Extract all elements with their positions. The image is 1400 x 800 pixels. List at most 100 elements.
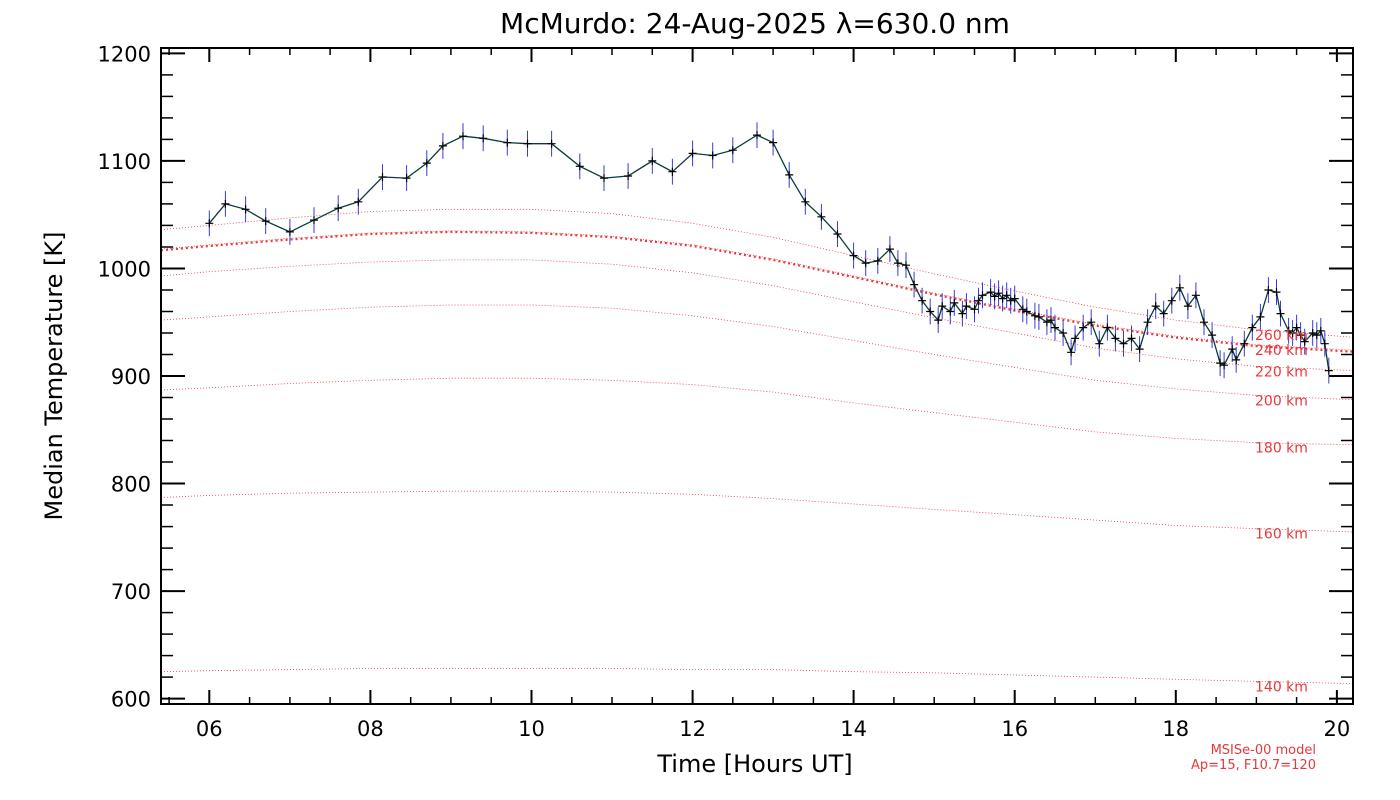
model-curve-200km	[160, 304, 1354, 401]
data-point	[688, 149, 697, 158]
data-point	[910, 280, 919, 289]
data-point	[817, 212, 826, 221]
data-point	[849, 251, 858, 260]
y-tick-label: 1200	[98, 42, 151, 66]
data-point	[994, 289, 1003, 298]
model-curve-140km	[160, 668, 1354, 684]
x-tick-label: 12	[679, 717, 706, 741]
altitude-label-160km: 160 km	[1255, 527, 1308, 543]
model-curve-220km	[160, 259, 1354, 371]
data-point	[1191, 291, 1200, 300]
data-point	[1264, 286, 1273, 294]
data-point	[241, 205, 250, 214]
data-point	[648, 156, 657, 165]
data-point	[801, 197, 810, 206]
altitude-labels: 140 km 160 km 180 km 200 km 220 km 240 km260 …	[1255, 328, 1308, 696]
x-tick-label: 10	[518, 717, 545, 741]
data-point	[668, 167, 677, 176]
data-point	[1030, 311, 1039, 320]
data-point	[1059, 329, 1068, 337]
data-point	[1067, 348, 1076, 357]
y-tick-label: 800	[111, 473, 151, 497]
x-tick-label: 14	[840, 717, 867, 741]
data-point	[422, 159, 431, 168]
data-point	[1042, 318, 1051, 327]
data-point	[575, 162, 584, 171]
data-point	[479, 134, 488, 143]
data-point	[785, 170, 794, 179]
data-point	[523, 139, 532, 148]
data-point	[1248, 323, 1257, 332]
data-point	[1208, 331, 1217, 340]
y-tick-label: 700	[111, 580, 151, 604]
model-curves	[160, 208, 1354, 684]
data-point	[861, 259, 870, 268]
x-axis-label: Time [Hours UT]	[656, 750, 852, 778]
data-point	[1095, 339, 1104, 348]
data-point	[1292, 323, 1301, 332]
chart-title: McMurdo: 24-Aug-2025 λ=630.0 nm	[500, 7, 1010, 40]
data-point	[934, 316, 943, 325]
data-point	[1135, 345, 1144, 354]
data-point	[938, 302, 947, 311]
y-tick-labels: 600 700 800 900 1000 1100 1200	[98, 42, 151, 711]
data-point	[1228, 345, 1237, 354]
x-tick-label: 18	[1162, 717, 1189, 741]
data-point	[1276, 309, 1285, 318]
data-point	[1022, 307, 1031, 316]
y-tick-label: 900	[111, 365, 151, 389]
y-tick-label: 1100	[98, 150, 151, 174]
measured-series	[205, 122, 1333, 384]
data-point	[728, 146, 737, 155]
model-curve-emphasized	[160, 230, 1354, 353]
data-point	[1127, 334, 1136, 343]
data-point	[1087, 318, 1096, 327]
data-point	[1010, 294, 1019, 303]
altitude-label-220km: 220 km	[1255, 364, 1308, 380]
data-point	[946, 307, 955, 316]
data-point	[1300, 337, 1309, 346]
data-point	[998, 294, 1007, 303]
data-point	[833, 230, 842, 238]
data-point	[986, 288, 995, 297]
data-point	[918, 296, 927, 305]
data-point	[205, 219, 214, 228]
data-point	[334, 204, 343, 213]
data-point	[1296, 331, 1305, 340]
data-point	[962, 302, 971, 311]
data-point	[1167, 296, 1176, 305]
data-point	[378, 173, 387, 181]
x-tick-label: 16	[1001, 717, 1028, 741]
model-parameters-label: Ap=15, F10.7=120	[1191, 758, 1316, 773]
data-point	[769, 138, 778, 147]
altitude-label-240km: 240 km	[1255, 343, 1308, 359]
data-point	[1047, 316, 1055, 325]
model-curve-160km	[160, 490, 1354, 533]
y-tick-label: 1000	[98, 258, 151, 282]
data-point	[1256, 312, 1265, 321]
model-curve-240km	[160, 230, 1354, 351]
data-point	[958, 309, 967, 318]
x-tick-labels: 06 08 10 12 14 16 18 20	[196, 717, 1350, 741]
data-point	[1220, 361, 1229, 370]
data-point	[1324, 366, 1333, 375]
data-point	[893, 259, 902, 268]
data-point	[624, 172, 633, 180]
axis-ticks	[161, 48, 1353, 704]
data-point	[1175, 283, 1184, 292]
data-point	[1079, 323, 1088, 332]
data-point	[902, 261, 910, 270]
x-tick-label: 20	[1324, 717, 1351, 741]
data-point	[1232, 355, 1241, 364]
measured-line	[208, 134, 1330, 371]
data-point	[978, 291, 987, 300]
altitude-label-200km: 200 km	[1255, 393, 1308, 409]
model-curve-260km	[160, 208, 1354, 338]
y-tick-label: 600	[111, 688, 151, 712]
data-point	[1111, 334, 1120, 343]
data-point	[873, 256, 882, 265]
data-point	[1143, 318, 1152, 327]
data-point	[1200, 318, 1208, 327]
data-point	[221, 199, 230, 208]
